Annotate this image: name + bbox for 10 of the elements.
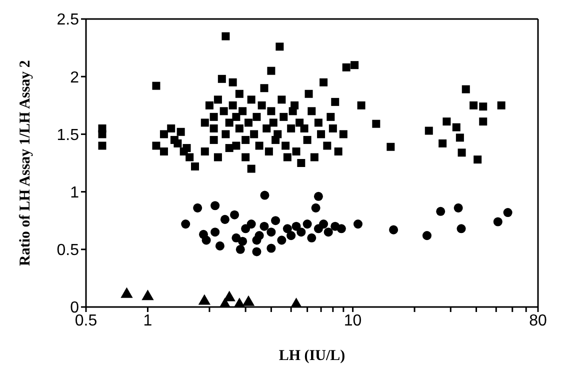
x-tick-label: 1 [143,312,152,330]
x-tick-label: 10 [344,312,362,330]
y-tick-label: 2 [70,69,80,86]
y-tick-label: 2.5 [56,12,80,29]
y-tick-label: 0.5 [56,242,80,260]
x-tick-label: 80 [529,312,547,330]
y-tick-label: 1.5 [56,126,80,144]
y-tick-label: 1 [70,184,80,202]
y-axis-title: Ratio of LH Assay 1/LH Assay 2 [17,60,34,266]
x-axis-title: LH (IU/L) [278,348,346,364]
